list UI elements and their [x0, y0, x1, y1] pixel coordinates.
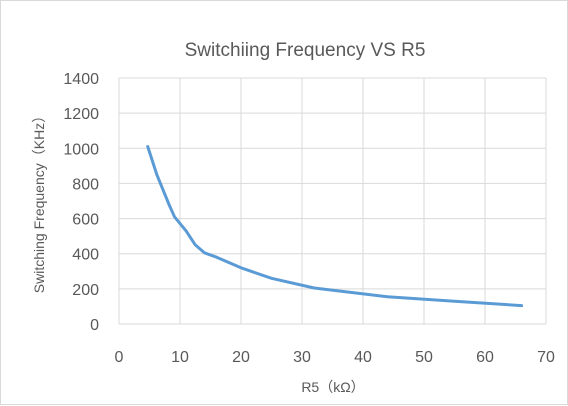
series-line-0	[146, 145, 524, 308]
x-tick-label-10: 10	[171, 349, 189, 366]
y-tick-label-0: 0	[90, 317, 99, 334]
x-tick-label-60: 60	[476, 349, 494, 366]
x-tick-label-40: 40	[354, 349, 372, 366]
y-tick-label-400: 400	[72, 247, 99, 264]
x-tick-label-30: 30	[293, 349, 311, 366]
series-group	[146, 145, 524, 308]
y-tick-label-600: 600	[72, 212, 99, 229]
x-axis-label: R5（kΩ）	[301, 379, 364, 395]
y-tick-label-1200: 1200	[63, 106, 99, 123]
chart-title: Switchiing Frequency VS R5	[185, 40, 426, 61]
y-tick-label-200: 200	[72, 282, 99, 299]
x-tick-label-20: 20	[232, 349, 250, 366]
x-tick-labels: 0 10 20 30 40 50 60 70	[115, 349, 555, 366]
x-tick-label-50: 50	[415, 349, 433, 366]
grid-lines	[118, 77, 547, 325]
y-axis-label: Switching Frequency（KHz）	[31, 109, 47, 293]
x-tick-label-70: 70	[537, 349, 555, 366]
y-tick-label-1400: 1400	[63, 71, 99, 88]
y-tick-labels: 0 200 400 600 800 1000 1200 1400	[63, 71, 99, 334]
y-tick-label-1000: 1000	[63, 141, 99, 158]
x-tick-label-0: 0	[115, 349, 124, 366]
y-tick-label-800: 800	[72, 176, 99, 193]
